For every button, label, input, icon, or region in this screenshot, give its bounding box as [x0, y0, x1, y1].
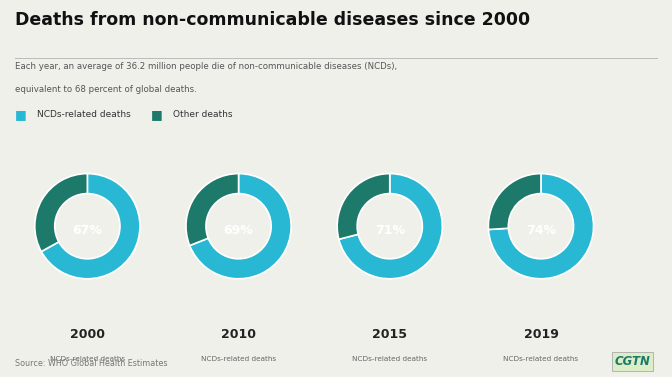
Wedge shape: [339, 174, 442, 279]
Text: ■: ■: [151, 109, 163, 121]
Wedge shape: [35, 174, 87, 251]
Wedge shape: [186, 174, 239, 245]
Text: NCDs-related deaths: NCDs-related deaths: [201, 356, 276, 362]
Wedge shape: [190, 174, 291, 279]
Text: 2015: 2015: [372, 328, 407, 341]
Text: equivalent to 68 percent of global deaths.: equivalent to 68 percent of global death…: [15, 85, 196, 94]
Text: NCDs-related deaths: NCDs-related deaths: [50, 356, 125, 362]
Text: CGTN: CGTN: [615, 355, 650, 368]
Text: 71%: 71%: [375, 224, 405, 237]
Wedge shape: [489, 174, 541, 230]
Text: 2000: 2000: [70, 328, 105, 341]
Text: Deaths from non-communicable diseases since 2000: Deaths from non-communicable diseases si…: [15, 11, 530, 29]
Text: Other deaths: Other deaths: [173, 110, 233, 120]
Text: 69%: 69%: [224, 224, 253, 237]
Text: Each year, an average of 36.2 million people die of non-communicable diseases (N: Each year, an average of 36.2 million pe…: [15, 62, 397, 71]
Text: NCDs-related deaths: NCDs-related deaths: [37, 110, 131, 120]
Wedge shape: [337, 174, 390, 239]
Text: Source: WHO Global Health Estimates: Source: WHO Global Health Estimates: [15, 359, 167, 368]
Text: NCDs-related deaths: NCDs-related deaths: [352, 356, 427, 362]
Text: NCDs-related deaths: NCDs-related deaths: [503, 356, 579, 362]
Wedge shape: [41, 174, 140, 279]
Wedge shape: [489, 174, 593, 279]
Text: 2019: 2019: [523, 328, 558, 341]
Text: ■: ■: [15, 109, 26, 121]
Text: 2010: 2010: [221, 328, 256, 341]
Text: 67%: 67%: [73, 224, 102, 237]
Text: 74%: 74%: [526, 224, 556, 237]
